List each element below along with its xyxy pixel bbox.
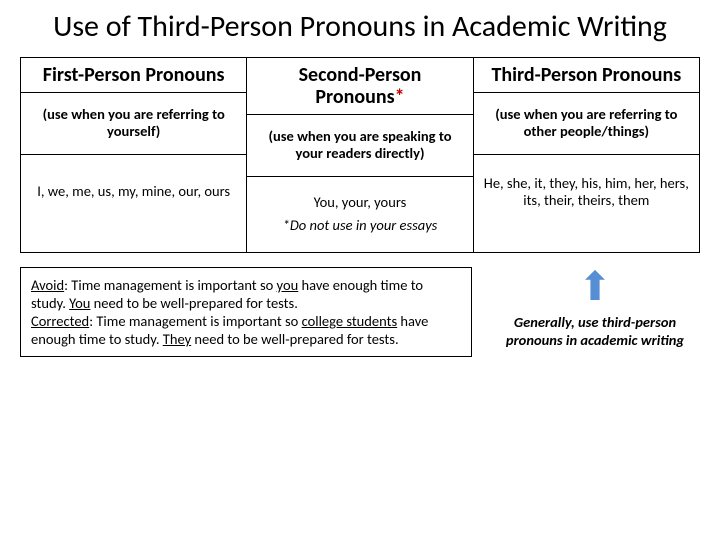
col3-header: Third-Person Pronouns [474,58,699,92]
col1-header: First-Person Pronouns [21,58,246,92]
col3-examples: He, she, it, they, his, him, her, hers, … [474,154,699,230]
up-arrow-icon: ⬆ [490,267,700,307]
example-box: Avoid: Time management is important so y… [20,267,472,358]
col2-header: Second-Person Pronouns* [247,58,472,114]
corr-post: need to be well-prepared for tests. [191,330,398,348]
asterisk-icon: * [395,85,405,109]
col2-examples-text: You, your, yours [314,194,407,211]
page-title: Use of Third-Person Pronouns in Academic… [20,10,700,45]
corr-u1: college students [302,312,398,330]
avoid-label: Avoid [31,276,64,294]
col-third-person: Third-Person Pronouns (use when you are … [473,58,699,252]
pronoun-table: First-Person Pronouns (use when you are … [20,57,700,253]
col2-sub: (use when you are speaking to your reade… [247,114,472,176]
bottom-row: Avoid: Time management is important so y… [20,267,700,358]
col2-examples: You, your, yours *Do not use in your ess… [247,176,472,252]
corrected-label: Corrected [31,312,89,330]
avoid-u1: you [277,276,299,294]
col3-sub: (use when you are referring to other peo… [474,92,699,154]
col1-sub: (use when you are referring to yourself) [21,92,246,154]
col-first-person: First-Person Pronouns (use when you are … [21,58,246,252]
col2-note: *Do not use in your essays [283,217,438,234]
col1-examples: I, we, me, us, my, mine, our, ours [21,154,246,230]
col-second-person: Second-Person Pronouns* (use when you ar… [246,58,472,252]
col1-examples-text: I, we, me, us, my, mine, our, ours [37,183,230,200]
col3-examples-text: He, she, it, they, his, him, her, hers, … [482,175,691,210]
advice-column: ⬆ Generally, use third-person pronouns i… [490,267,700,349]
corr-pre: : Time management is important so [89,312,301,330]
avoid-u2: You [69,294,90,312]
avoid-pre: : Time management is important so [64,276,276,294]
advice-text: Generally, use third-person pronouns in … [490,313,700,349]
avoid-post: need to be well-prepared for tests. [90,294,297,312]
corr-u2: They [163,330,191,348]
